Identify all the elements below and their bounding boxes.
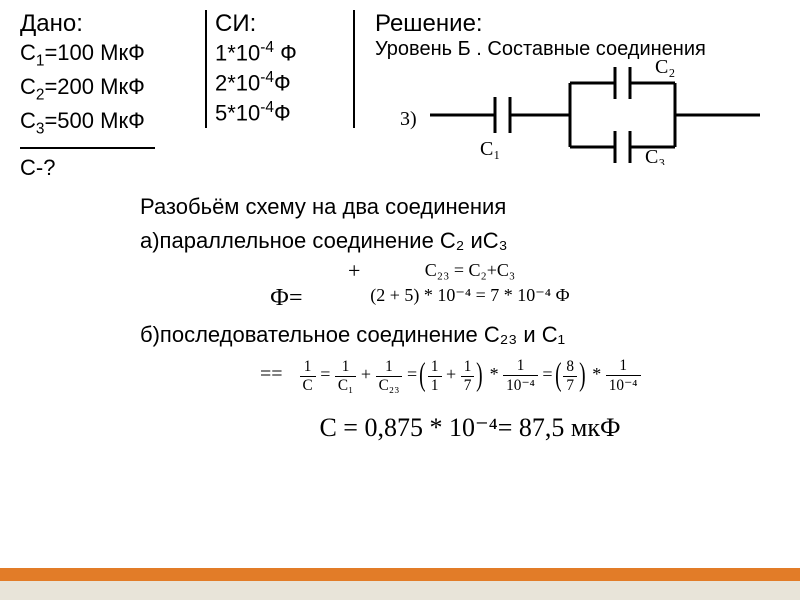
given-c1: С1=100 МкФ [20, 38, 205, 72]
given-header: Дано: [20, 10, 205, 38]
si-v1: 1*10-4 Ф [215, 38, 345, 68]
si-v3: 5*10-4Ф [215, 98, 345, 128]
given-column: Дано: С1=100 МкФ С2=200 МкФ С3=500 МкФ С… [20, 10, 205, 182]
given-c2: С2=200 МкФ [20, 72, 205, 106]
circuit-c2-label: C₂ [655, 56, 675, 78]
solution-header: Решение: [375, 10, 780, 38]
formula-c23-value: Ф= (2 + 5) * 10⁻⁴ = 7 * 10⁻⁴ Ф [140, 285, 800, 306]
solution-body: Разобьём схему на два соединения а)парал… [0, 192, 800, 443]
formula-c23-sum: + C₂₃ = C₂+C₃ [140, 260, 800, 281]
given-divider [20, 147, 155, 149]
given-unknown: С-? [20, 153, 205, 183]
si-header: СИ: [215, 10, 345, 38]
given-c3: С3=500 МкФ [20, 106, 205, 140]
formula-final: C = 0,875 * 10⁻⁴= 87,5 мкФ [140, 413, 800, 443]
footer-bar [0, 568, 800, 600]
circuit-c3-label: C₃ [645, 146, 665, 165]
solution-column: Решение: Уровень Б . Составные соединени… [355, 10, 780, 61]
part-a-text: а)параллельное соединение С₂ иС₃ [140, 226, 800, 256]
circuit-c1-label: C₁ [480, 138, 500, 160]
si-v2: 2*10-4Ф [215, 68, 345, 98]
circuit-diagram: 3) C₁ C₂ C₃ [400, 55, 780, 165]
si-column: СИ: 1*10-4 Ф 2*10-4Ф 5*10-4Ф [205, 10, 355, 128]
split-text: Разобьём схему на два соединения [140, 192, 800, 222]
circuit-number: 3) [400, 108, 417, 130]
formula-series: == 1C = 1C₁ + 1C₂₃ =(11 + 17) * 110⁻⁴ =(… [140, 357, 800, 395]
part-b-text: б)последовательное соединение С₂₃ и С₁ [140, 320, 800, 350]
